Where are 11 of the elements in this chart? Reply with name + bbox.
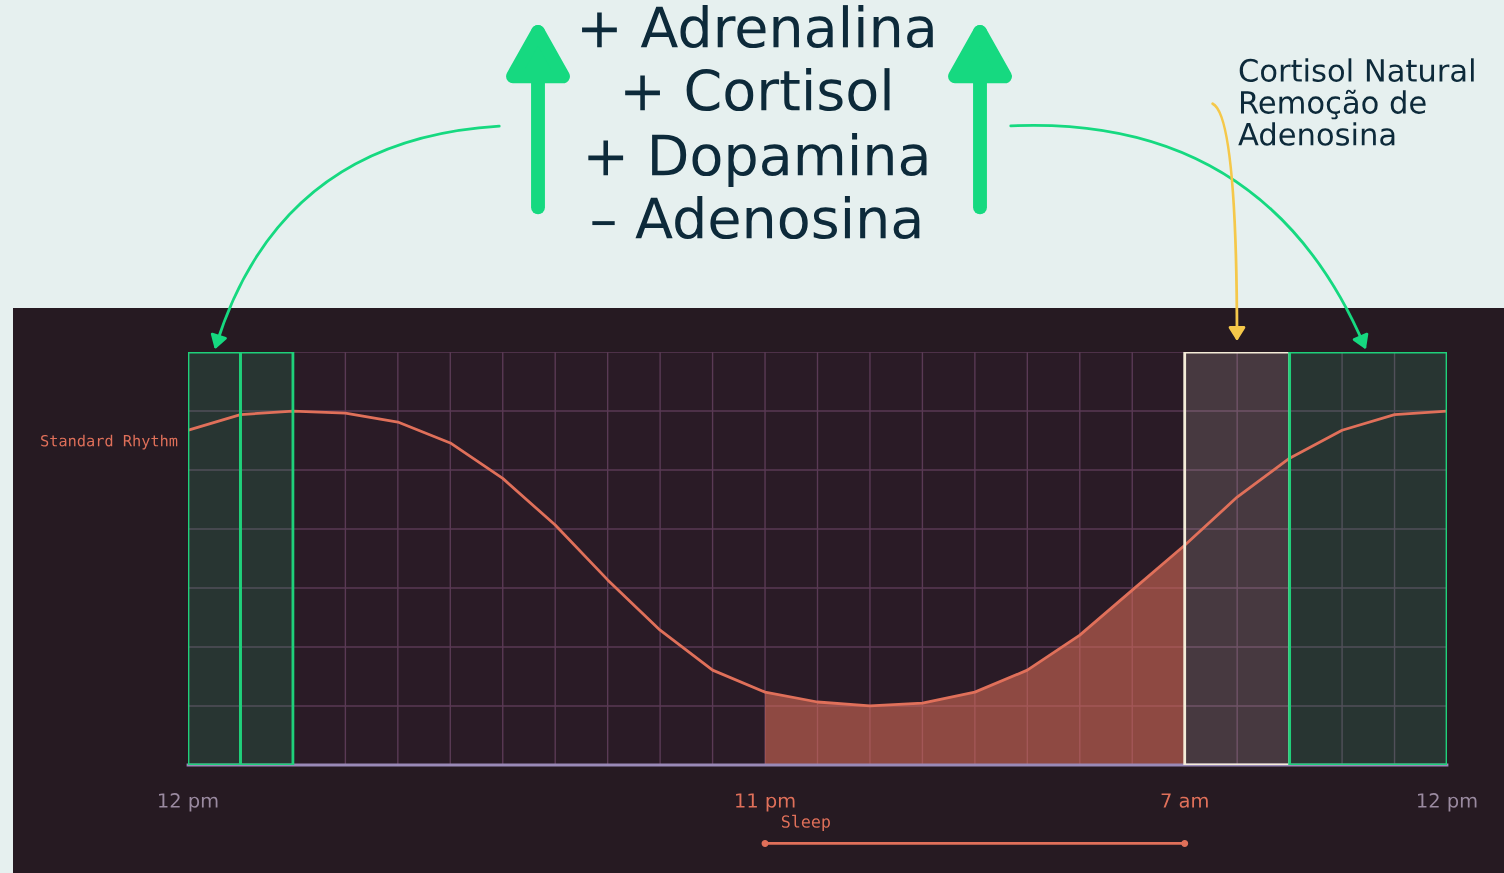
series-label: Standard Rhythm [41, 434, 178, 450]
text: + Adrenalina [582, 5, 933, 49]
x-tick-label: 11 pm [736, 793, 795, 812]
x-tick-label: 7 am [1161, 793, 1208, 808]
text: + Dopamina [588, 133, 927, 187]
text: Cortisol Natural Remoção de Adenosina [1238, 58, 1474, 146]
x-tick-label: 12 pm [159, 793, 218, 812]
text: + Cortisol [625, 68, 890, 112]
band-label: Sleep [781, 814, 830, 832]
x-tick-label: 12 pm [1418, 793, 1477, 812]
text: – Adenosina [592, 196, 920, 240]
